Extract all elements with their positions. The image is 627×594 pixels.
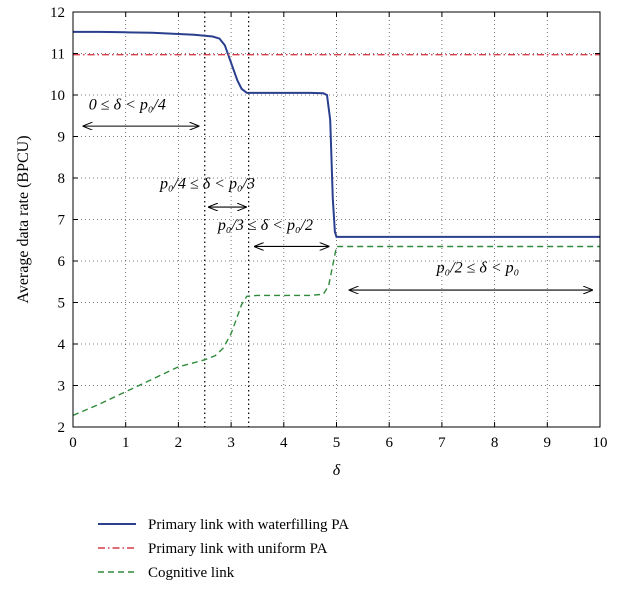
annotations: 0 ≤ δ < p₀/4 p₀/4 ≤ δ < p₀/3 p₀/3 ≤ δ < p₀…	[84, 97, 593, 291]
legend-label-1: Primary link with waterfilling PA	[148, 517, 349, 533]
y-tick-label: 10	[50, 88, 65, 104]
y-tick-label: 2	[58, 420, 66, 436]
x-tick-label: 9	[544, 435, 552, 451]
series-lines	[72, 30, 600, 417]
annotation-label-4: p₀/2 ≤ δ < p₀	[436, 260, 520, 277]
grid-lines	[73, 12, 600, 427]
x-tick-label: 10	[593, 435, 608, 451]
y-tick-label: 6	[58, 254, 66, 270]
series-line-1	[73, 30, 600, 238]
legend: Primary link with waterfilling PA Primary…	[98, 517, 349, 581]
x-tick-label: 1	[122, 435, 130, 451]
y-tick-label: 3	[58, 379, 66, 395]
series-line-3	[72, 245, 600, 417]
region-divider-lines	[204, 12, 250, 427]
y-tick-label: 9	[58, 130, 66, 146]
x-tick-label: 6	[385, 435, 393, 451]
y-tick-label: 11	[51, 47, 65, 63]
x-tick-label: 5	[333, 435, 341, 451]
annotation-label-2: p₀/4 ≤ δ < p₀/3	[159, 175, 255, 192]
y-tick-label: 4	[58, 337, 66, 353]
y-tick-label: 8	[58, 171, 66, 187]
y-tick-label: 12	[50, 5, 65, 21]
x-tick-label: 0	[69, 435, 77, 451]
x-tick-label: 2	[175, 435, 183, 451]
x-tick-label: 8	[491, 435, 499, 451]
annotation-label-3: p₀/3 ≤ δ < p₀/2	[217, 217, 313, 234]
annotation-label-1: 0 ≤ δ < p₀/4	[89, 97, 166, 114]
x-tick-label: 4	[280, 435, 288, 451]
y-tick-label: 5	[58, 296, 66, 312]
x-tick-label: 3	[227, 435, 235, 451]
y-axis-label: Average data rate (BPCU)	[15, 135, 32, 303]
x-tick-label: 7	[438, 435, 446, 451]
legend-label-2: Primary link with uniform PA	[148, 541, 328, 557]
y-tick-label: 7	[58, 213, 66, 229]
legend-label-3: Cognitive link	[148, 565, 235, 581]
x-axis-label: δ	[333, 462, 341, 479]
